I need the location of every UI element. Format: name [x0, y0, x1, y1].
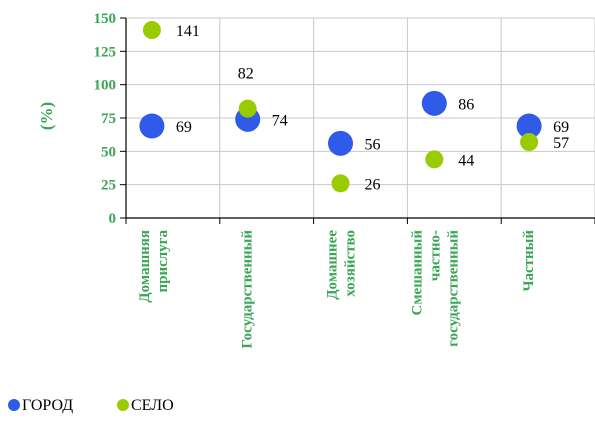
- y-tick-label: 75: [101, 111, 116, 127]
- data-point-selo: [238, 99, 257, 118]
- data-label: 69: [176, 119, 192, 136]
- data-label: 26: [365, 176, 381, 193]
- data-label: 86: [458, 96, 474, 113]
- data-point-gorod: [516, 113, 542, 139]
- x-tick-label: Домашнее: [325, 230, 341, 300]
- data-point-selo: [520, 133, 539, 151]
- data-label: 82: [238, 66, 254, 83]
- data-point-gorod: [328, 130, 353, 156]
- legend-label-selo: СЕЛО: [131, 397, 174, 414]
- data-label: 57: [553, 135, 569, 152]
- x-tick-label: Домашняя: [137, 230, 153, 303]
- x-tick-label: Государственный: [240, 230, 256, 349]
- legend-marker-gorod: [8, 399, 20, 411]
- data-label: 69: [553, 119, 569, 136]
- data-point-gorod: [421, 90, 447, 116]
- y-tick-label: 0: [109, 211, 117, 227]
- y-tick-label: 50: [101, 144, 116, 160]
- x-tick-label: Смешанный: [409, 230, 425, 316]
- y-tick-label: 100: [94, 78, 117, 94]
- data-label: 44: [458, 152, 474, 169]
- y-axis-label: (%): [37, 102, 56, 130]
- data-point-selo: [425, 150, 444, 169]
- y-tick-label: 25: [101, 178, 116, 194]
- x-tick-label: частно-: [427, 230, 443, 281]
- data-point-selo: [331, 174, 350, 193]
- legend-marker-selo: [117, 399, 129, 411]
- data-label: 56: [365, 136, 381, 153]
- data-label: 141: [176, 23, 200, 40]
- x-tick-label: государственный: [445, 230, 461, 347]
- legend-label-gorod: ГОРОД: [22, 397, 73, 414]
- x-tick-label: Частный: [521, 230, 537, 292]
- x-tick-label: прислуга: [155, 230, 171, 293]
- y-tick-label: 125: [94, 44, 117, 60]
- data-point-selo: [142, 21, 161, 39]
- data-point-gorod: [139, 113, 165, 139]
- x-tick-label: хозяйство: [343, 230, 359, 297]
- data-label: 74: [272, 112, 288, 129]
- y-tick-label: 150: [94, 11, 117, 27]
